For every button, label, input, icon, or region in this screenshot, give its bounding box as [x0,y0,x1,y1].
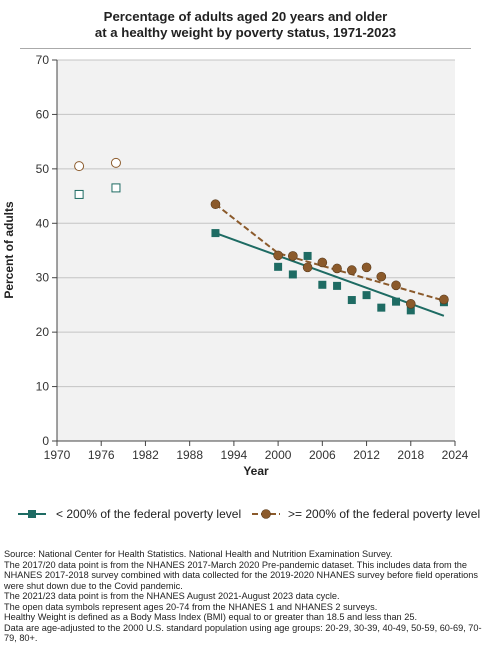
legend-label-series-1: < 200% of the federal poverty level [56,507,241,521]
open-data-point-series-2 [110,157,121,168]
footnote-2017-20: The 2017/20 data point is from the NHANE… [4,559,478,591]
x-tick-label: 1976 [88,448,115,462]
data-point-series-1 [274,262,283,271]
data-point-series-2 [439,294,449,305]
data-point-series-2 [332,263,342,274]
data-point-series-2 [376,271,387,282]
open-data-point-series-2 [74,161,85,172]
chart-canvas: 0 10 20 30 40 50 60 70 1970 1976 1982 1988 1994 2000… [2,53,480,521]
y-tick-labels: 0 10 20 30 40 50 60 70 [36,53,57,448]
open-data-point-series-1 [74,189,84,199]
data-point-series-1 [333,281,342,290]
data-point-series-1 [362,291,371,300]
footnotes: Source: National Center for Health Stati… [4,549,488,644]
data-point-series-1 [211,229,220,238]
data-point-series-2 [302,262,313,273]
title-divider [20,48,471,49]
y-tick-label: 20 [36,325,50,339]
legend-marker-series-2 [261,509,271,519]
x-tick-label: 2000 [265,448,292,462]
chart-title-line-1: Percentage of adults aged 20 years and o… [103,9,388,24]
plot-area-background [57,60,455,441]
legend-label-series-2: >= 200% of the federal poverty level [288,507,480,521]
legend: < 200% of the federal poverty level >= 2… [18,507,480,521]
x-tick-label: 1988 [176,448,203,462]
data-point-series-2 [347,265,357,275]
trend-line-series-1 [215,232,445,317]
data-point-series-1 [347,296,356,305]
data-point-series-1 [406,306,415,315]
y-axis-label: Percent of adults [2,201,16,299]
x-tick-label: 2024 [442,448,469,462]
y-tick-label: 0 [42,434,49,448]
y-tick-label: 10 [36,380,50,394]
y-tick-label: 30 [36,271,50,285]
y-tick-label: 40 [36,216,50,230]
chart-title: Percentage of adults aged 20 years and o… [0,9,491,41]
data-point-series-2 [288,251,298,261]
open-data-point-series-1 [111,183,121,193]
x-tick-label: 1994 [221,448,248,462]
footnote-2021-23: The 2021/23 data point is from the NHANE… [4,591,340,601]
x-tick-label: 2018 [397,448,424,462]
trend-lines [214,203,445,317]
data-point-series-2 [405,299,416,309]
x-tick-label: 1970 [44,448,71,462]
data-point-series-2 [317,257,328,268]
gridlines [57,59,455,388]
data-point-series-2 [391,280,401,291]
data-point-series-1 [318,280,327,289]
x-tick-label: 2012 [353,448,380,462]
data-point-series-1 [392,297,401,306]
x-tick-label: 1982 [132,448,159,462]
chart-title-line-2: at a healthy weight by poverty status, 1… [94,25,397,40]
data-points [74,157,449,315]
trend-line-series-2 [214,203,445,302]
data-point-series-2 [361,262,372,273]
footnote-healthy-weight: Healthy Weight is defined as a Body Mass… [4,612,417,622]
footnote-source: Source: National Center for Health Stati… [4,549,393,559]
data-point-series-2 [273,250,283,261]
y-tick-label: 60 [36,107,50,121]
footnote-open-symbols: The open data symbols represent ages 20-… [4,601,378,612]
x-tick-labels: 1970 1976 1982 1988 1994 2000 2006 2012 2018 2024 [44,441,469,462]
data-point-series-1 [377,303,386,312]
data-point-series-1 [303,251,312,260]
y-tick-label: 70 [36,53,50,67]
x-axis-label: Year [243,464,269,478]
legend-marker-series-1 [28,510,36,518]
footnote-age-adjusted: Data are age-adjusted to the 2000 U.S. s… [4,622,482,644]
data-point-series-1 [288,270,297,279]
x-tick-label: 2006 [309,448,336,462]
data-point-series-2 [210,199,221,210]
y-tick-label: 50 [36,162,50,176]
